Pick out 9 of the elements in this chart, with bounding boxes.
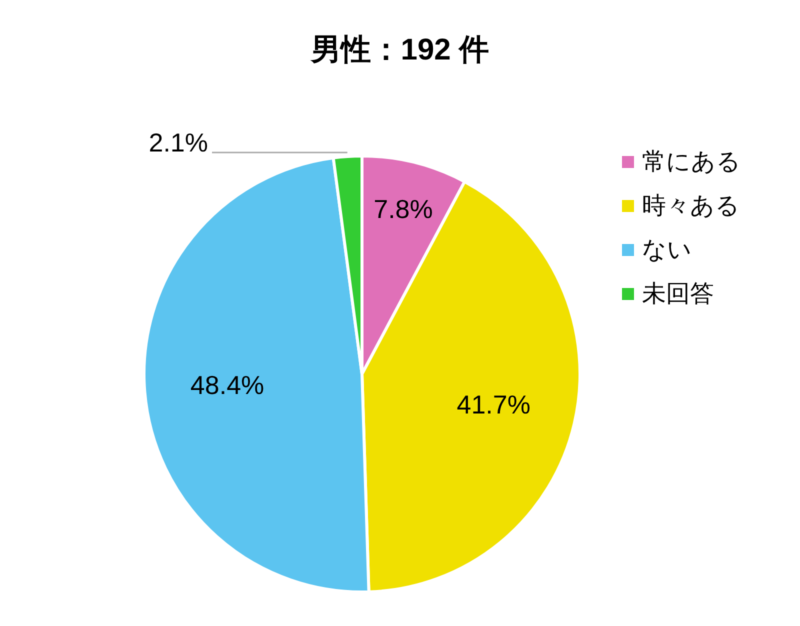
data-label: 48.4% bbox=[190, 370, 264, 400]
data-label: 2.1% bbox=[148, 127, 208, 158]
legend-label: 未回答 bbox=[642, 280, 714, 308]
title: 男性：192 件 bbox=[310, 34, 490, 66]
legend-label: 常にある bbox=[642, 148, 741, 176]
legend-label: ない bbox=[642, 236, 692, 264]
legend-label: 時々ある bbox=[642, 192, 740, 220]
data-label: 7.8% bbox=[374, 194, 433, 224]
data-label: 41.7% bbox=[456, 390, 530, 420]
